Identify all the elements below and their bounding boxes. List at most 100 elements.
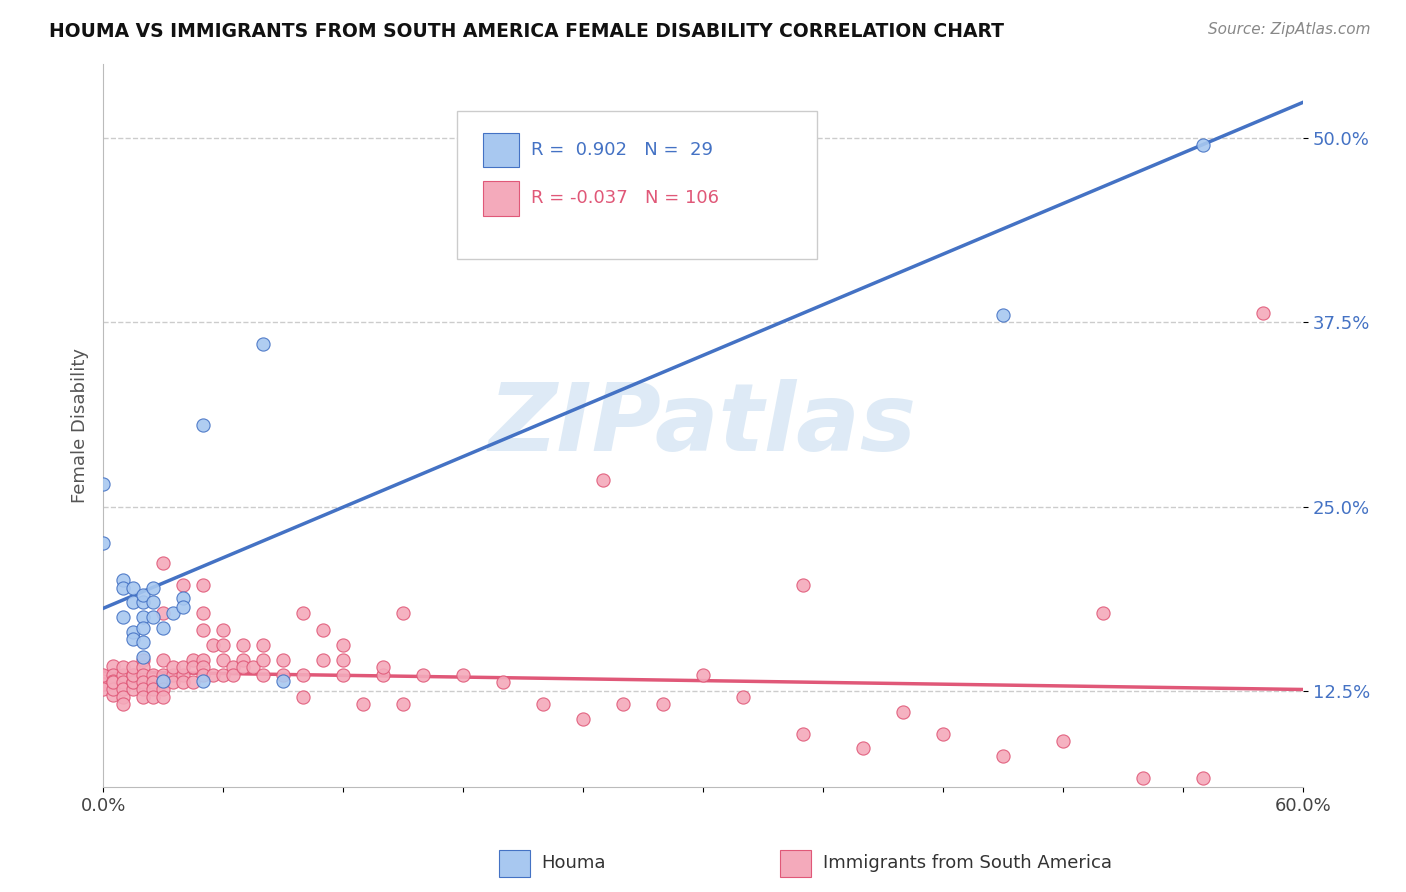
Point bbox=[181, 653, 204, 667]
Point bbox=[122, 682, 145, 697]
Text: Houma: Houma bbox=[541, 855, 606, 872]
Bar bbox=[484, 181, 519, 216]
Point bbox=[122, 624, 145, 639]
Point bbox=[1251, 306, 1274, 320]
Point bbox=[101, 682, 124, 697]
Point bbox=[202, 638, 225, 652]
Point bbox=[1052, 734, 1074, 748]
Point bbox=[132, 653, 155, 667]
Point bbox=[792, 727, 814, 741]
Text: R =  0.902   N =  29: R = 0.902 N = 29 bbox=[531, 141, 713, 159]
Point bbox=[142, 675, 165, 690]
Point bbox=[371, 660, 394, 674]
Point bbox=[891, 705, 914, 719]
Bar bbox=[484, 133, 519, 168]
Point bbox=[191, 624, 214, 638]
Point bbox=[172, 675, 194, 690]
Point bbox=[371, 667, 394, 681]
Point bbox=[91, 673, 114, 688]
Point bbox=[232, 653, 254, 667]
Point bbox=[112, 660, 135, 674]
Point bbox=[132, 635, 155, 649]
Point bbox=[212, 638, 235, 652]
Point bbox=[122, 675, 145, 690]
Point bbox=[191, 653, 214, 667]
Point bbox=[91, 676, 114, 690]
Point bbox=[252, 638, 274, 652]
Point bbox=[132, 610, 155, 624]
Point bbox=[122, 660, 145, 674]
Point bbox=[332, 667, 354, 681]
Point bbox=[152, 556, 174, 570]
Point bbox=[292, 667, 315, 681]
Point bbox=[101, 689, 124, 703]
Point bbox=[172, 591, 194, 605]
Point bbox=[232, 660, 254, 674]
Point bbox=[191, 578, 214, 592]
Point bbox=[191, 418, 214, 433]
Point bbox=[1192, 138, 1215, 153]
Point bbox=[172, 667, 194, 681]
Y-axis label: Female Disability: Female Disability bbox=[72, 348, 89, 503]
Point bbox=[332, 638, 354, 652]
Point bbox=[101, 675, 124, 690]
Point bbox=[352, 698, 374, 712]
Point bbox=[191, 606, 214, 620]
Point bbox=[152, 682, 174, 697]
Point bbox=[101, 667, 124, 681]
Point bbox=[252, 337, 274, 351]
Point bbox=[212, 624, 235, 638]
Point bbox=[112, 610, 135, 624]
Point bbox=[91, 667, 114, 681]
Point bbox=[152, 667, 174, 681]
Point bbox=[191, 673, 214, 688]
Point bbox=[132, 595, 155, 609]
Point bbox=[991, 308, 1014, 322]
Point bbox=[122, 632, 145, 647]
Point bbox=[132, 675, 155, 690]
Point bbox=[91, 477, 114, 491]
Point bbox=[132, 660, 155, 674]
Point bbox=[152, 673, 174, 688]
Point bbox=[202, 667, 225, 681]
Point bbox=[152, 690, 174, 704]
Point bbox=[292, 606, 315, 620]
Point bbox=[792, 578, 814, 592]
Point bbox=[222, 660, 245, 674]
Text: R = -0.037   N = 106: R = -0.037 N = 106 bbox=[531, 189, 720, 207]
Text: Immigrants from South America: Immigrants from South America bbox=[823, 855, 1112, 872]
Point bbox=[91, 536, 114, 550]
Point bbox=[852, 741, 875, 756]
Point bbox=[112, 675, 135, 690]
Point bbox=[271, 673, 294, 688]
Point bbox=[122, 667, 145, 681]
Point bbox=[731, 690, 754, 704]
Point bbox=[91, 682, 114, 697]
Point bbox=[531, 698, 554, 712]
Point bbox=[162, 606, 184, 620]
Point bbox=[162, 667, 184, 681]
Point bbox=[232, 638, 254, 652]
Point bbox=[1132, 771, 1154, 785]
Point bbox=[142, 595, 165, 609]
Point bbox=[252, 667, 274, 681]
Text: HOUMA VS IMMIGRANTS FROM SOUTH AMERICA FEMALE DISABILITY CORRELATION CHART: HOUMA VS IMMIGRANTS FROM SOUTH AMERICA F… bbox=[49, 22, 1004, 41]
Point bbox=[142, 690, 165, 704]
Point bbox=[112, 698, 135, 712]
Point bbox=[162, 660, 184, 674]
Point bbox=[132, 690, 155, 704]
Point bbox=[122, 675, 145, 690]
Point bbox=[572, 712, 595, 726]
Point bbox=[172, 660, 194, 674]
Point bbox=[392, 698, 415, 712]
Point bbox=[142, 682, 165, 697]
Point bbox=[172, 578, 194, 592]
Point bbox=[101, 673, 124, 688]
Point bbox=[271, 653, 294, 667]
Point bbox=[152, 621, 174, 635]
Point bbox=[222, 667, 245, 681]
Point bbox=[132, 621, 155, 635]
Point bbox=[191, 667, 214, 681]
Point bbox=[112, 667, 135, 681]
Point bbox=[101, 659, 124, 673]
